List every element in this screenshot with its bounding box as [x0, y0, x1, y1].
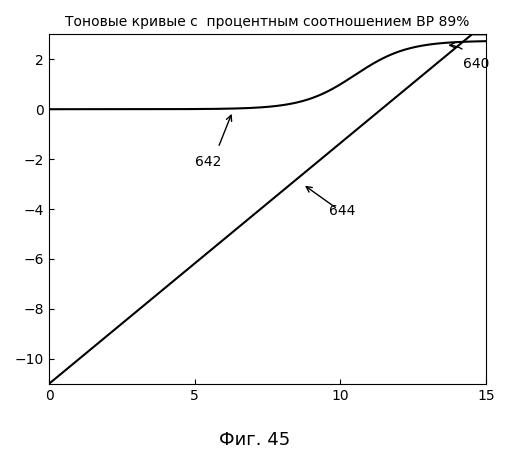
- Text: Фиг. 45: Фиг. 45: [219, 431, 290, 449]
- Text: 640: 640: [462, 57, 488, 71]
- Text: 644: 644: [328, 204, 355, 218]
- Text: 642: 642: [194, 155, 221, 169]
- Title: Тоновые кривые с  процентным соотношением BP 89%: Тоновые кривые с процентным соотношением…: [65, 15, 469, 29]
